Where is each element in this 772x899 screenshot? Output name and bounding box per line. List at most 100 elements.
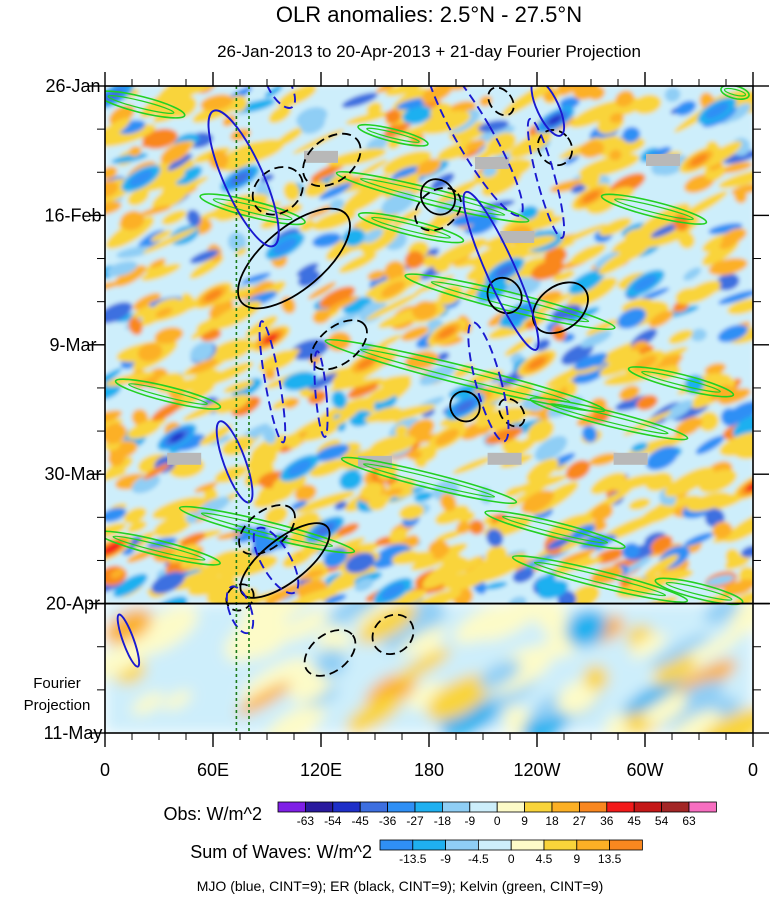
anomaly-blob [108, 450, 125, 467]
er-contour [310, 319, 368, 371]
positive-anomaly-center [690, 153, 708, 166]
kelvin-contour-inner [200, 512, 334, 547]
anomaly-blob [284, 397, 300, 409]
anomaly-blob [263, 369, 277, 380]
colorbar-swatch [477, 839, 512, 851]
anomaly-blob [105, 423, 127, 444]
anomaly-blob [264, 86, 283, 98]
anomaly-blob [705, 574, 735, 586]
anomaly-blob [384, 260, 406, 281]
proj-blob [240, 657, 309, 701]
proj-blob [644, 693, 688, 725]
anomaly-blob [110, 568, 125, 579]
x-tick-label: 60E [197, 760, 229, 780]
anomaly-blob [442, 552, 462, 570]
anomaly-blob [240, 98, 276, 113]
colorbar-swatch [496, 801, 526, 813]
mjo-contour [424, 86, 524, 217]
anomaly-blob [139, 205, 172, 216]
anomaly-blob [722, 579, 753, 597]
kelvin-contour [529, 397, 689, 441]
anomaly-blob [180, 532, 206, 548]
anomaly-blob [105, 507, 127, 522]
er-contour [487, 86, 515, 117]
anomaly-blob [621, 298, 654, 313]
colorbar-swatch [579, 801, 608, 813]
anomaly-blob [141, 263, 181, 281]
anomaly-blob [402, 105, 433, 125]
anomaly-blob [531, 401, 548, 412]
anomaly-blob [167, 153, 193, 171]
colorbar-swatch [414, 801, 443, 813]
anomaly-blob [373, 589, 428, 604]
mjo-contour [467, 321, 510, 443]
kelvin-contour-inner [112, 535, 206, 561]
colorbar-tick-label: 9 [573, 852, 580, 866]
anomaly-blob [137, 342, 163, 362]
anomaly-blob [171, 568, 222, 591]
anomaly-blob [290, 339, 329, 361]
anomaly-blob [435, 505, 470, 525]
anomaly-blob [168, 544, 200, 563]
colorbar-tick-label: 18 [545, 814, 559, 828]
negative-anomaly-center [548, 115, 562, 125]
anomaly-blob [307, 281, 337, 300]
missing-data-patches [167, 150, 680, 468]
anomaly-blob [407, 418, 435, 441]
anomaly-blob [558, 548, 597, 564]
anomaly-blob [398, 119, 450, 138]
anomaly-blob [419, 364, 456, 386]
anomaly-blob [718, 290, 753, 305]
anomaly-blob [376, 334, 402, 348]
anomaly-blob [338, 252, 377, 274]
anomaly-blob [359, 482, 383, 500]
mjo-contour [462, 190, 540, 351]
anomaly-blob [404, 250, 425, 270]
anomaly-blob [268, 105, 292, 124]
x-tick-label: 0 [748, 760, 758, 780]
kelvin-contour-inner [723, 87, 747, 97]
anomaly-blob [342, 178, 393, 214]
anomaly-blob [529, 292, 573, 318]
x-tick-label: 0 [100, 760, 110, 780]
proj-blob [630, 632, 667, 659]
proj-blob [163, 690, 192, 711]
x-tick-label: 180 [414, 760, 444, 780]
anomaly-blob [388, 528, 408, 543]
anomaly-blob [105, 522, 127, 539]
colorbar-swatch [441, 801, 471, 813]
anomaly-blob [624, 228, 648, 244]
proj-blob [236, 681, 292, 716]
anomaly-blob [539, 384, 564, 398]
anomaly-blob [704, 362, 726, 375]
kelvin-contour-inner [430, 281, 590, 323]
anomaly-blob [105, 123, 156, 147]
proj-blob [726, 604, 753, 624]
anomaly-blob [218, 554, 278, 578]
kelvin-contour [105, 530, 221, 566]
positive-anomaly-center [438, 326, 456, 339]
anomaly-blob [264, 506, 288, 525]
anomaly-blob [105, 457, 133, 477]
anomaly-blob [506, 235, 557, 253]
anomaly-blob [306, 203, 337, 219]
proj-blob [287, 665, 332, 703]
anomaly-blob [245, 315, 278, 338]
proj-blob [307, 685, 339, 708]
anomaly-blob [504, 337, 534, 357]
anomaly-blob [636, 394, 658, 411]
anomaly-blob [683, 532, 714, 547]
positive-anomaly-center [434, 428, 460, 446]
kelvin-wave-contours [105, 86, 750, 606]
anomaly-blob [282, 371, 318, 391]
anomaly-blob [336, 522, 360, 537]
anomaly-blob [241, 272, 271, 285]
anomaly-blob [594, 547, 625, 564]
anomaly-blob [300, 425, 339, 442]
colorbar-tick-label: 36 [600, 814, 614, 828]
anomaly-blob [664, 466, 715, 497]
colorbar-tick-label: 63 [682, 814, 696, 828]
anomaly-blob [552, 270, 575, 282]
er-contour [486, 276, 523, 315]
anomaly-blob [128, 317, 143, 336]
